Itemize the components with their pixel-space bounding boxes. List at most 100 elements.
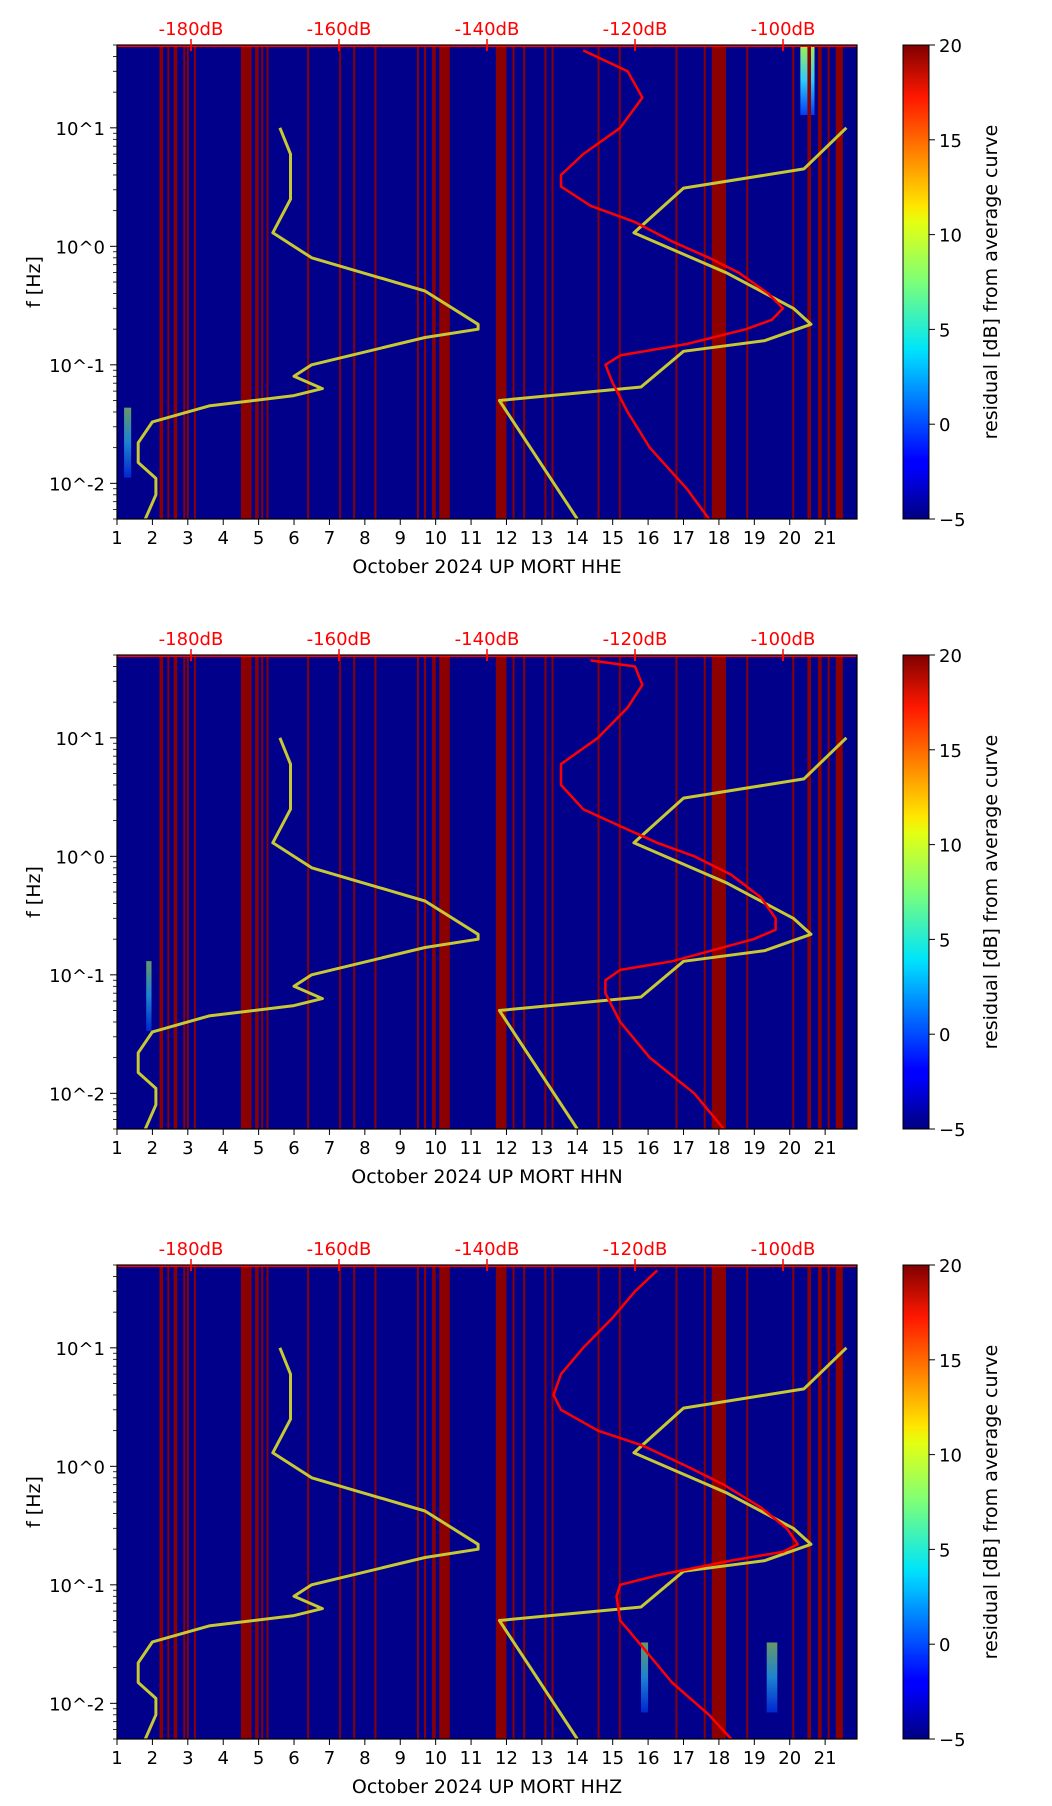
x-tick-label: 15 (601, 1138, 624, 1159)
x-tick-label: 21 (814, 1748, 837, 1769)
x-tick-label: 12 (495, 1748, 518, 1769)
x-tick-label: 9 (395, 528, 406, 549)
data-gap-band (711, 45, 726, 519)
x-axis-label: October 2024 UP MORT HHN (351, 1166, 622, 1188)
data-gap-band (240, 45, 252, 519)
data-gap-band (495, 655, 507, 1129)
x-tick-label: 14 (566, 1748, 589, 1769)
data-gap-band (255, 1265, 259, 1739)
x-axis-label: October 2024 UP MORT HHZ (352, 1776, 622, 1798)
x-tick-label: 18 (707, 1748, 730, 1769)
y-axis-label: f [Hz] (23, 1476, 45, 1528)
top-db-tick-label: -100dB (751, 19, 816, 40)
x-tick-label: 5 (253, 1748, 264, 1769)
x-tick-label: 10 (424, 528, 447, 549)
chart-panel-3: 1 2 3 4 5 6 7 8 9 10 11 12 13 14 15 16 17 18 19 20 2110^-210… (23, 1239, 1002, 1798)
panels: 1 2 3 4 5 6 7 8 9 10 11 12 13 14 15 16 17 18 19 20 2110^-210… (23, 19, 1002, 1798)
y-tick-label: 10^1 (56, 119, 105, 140)
x-tick-label: 21 (814, 528, 837, 549)
top-db-tick-label: -160dB (307, 629, 372, 650)
data-gap-band (255, 655, 259, 1129)
data-gap-band (173, 655, 178, 1129)
colorbar-tick-label: 15 (939, 1351, 962, 1372)
x-tick-label: 15 (601, 1748, 624, 1769)
y-tick-label: 10^-2 (49, 474, 105, 495)
data-gap-band (818, 1265, 822, 1739)
colorbar-tick-label: 5 (939, 320, 950, 341)
data-gap-band (818, 45, 822, 519)
x-tick-label: 16 (637, 528, 660, 549)
colorbar (902, 1264, 930, 1740)
top-db-tick-label: -140dB (455, 1239, 520, 1260)
colorbar-tick-label: 10 (939, 1446, 962, 1467)
top-db-tick-label: -180dB (159, 1239, 224, 1260)
top-db-tick-label: -160dB (307, 19, 372, 40)
top-db-tick-label: -140dB (455, 629, 520, 650)
colorbar-tick-label: −5 (939, 510, 966, 531)
data-gap-band (432, 655, 436, 1129)
x-tick-label: 2 (147, 1138, 158, 1159)
reference-noise-curve (136, 736, 848, 1130)
data-gap-band (439, 655, 450, 1129)
colorbar-tick-label: 10 (939, 836, 962, 857)
colorbar-tick-label: 20 (939, 646, 962, 667)
y-tick-label: 10^-2 (49, 1084, 105, 1105)
top-db-tick-label: -160dB (307, 1239, 372, 1260)
y-tick-label: 10^0 (56, 237, 105, 258)
x-tick-label: 11 (460, 1748, 483, 1769)
data-gap-band (240, 1265, 252, 1739)
top-db-tick-label: -120dB (603, 629, 668, 650)
heatmap-background (117, 45, 857, 519)
x-tick-label: 21 (814, 1138, 837, 1159)
x-tick-label: 10 (424, 1748, 447, 1769)
x-tick-label: 4 (217, 1138, 228, 1159)
data-gap-band (159, 45, 164, 519)
top-db-tick-label: -100dB (751, 629, 816, 650)
data-gap-band (173, 45, 178, 519)
x-tick-label: 7 (324, 1748, 335, 1769)
data-gap-band (807, 1265, 811, 1739)
y-tick-label: 10^0 (56, 1457, 105, 1478)
data-gap-band (711, 1265, 726, 1739)
x-tick-label: 5 (253, 1138, 264, 1159)
x-tick-label: 3 (182, 1748, 193, 1769)
x-tick-label: 7 (324, 528, 335, 549)
x-tick-label: 7 (324, 1138, 335, 1159)
x-tick-label: 8 (359, 1748, 370, 1769)
data-gap-band (432, 45, 436, 519)
x-tick-label: 18 (707, 1138, 730, 1159)
data-gap-band (807, 655, 811, 1129)
data-gap-band (835, 45, 843, 519)
average-psd-curve (552, 1269, 800, 1740)
x-tick-label: 9 (395, 1138, 406, 1159)
x-tick-label: 16 (637, 1748, 660, 1769)
data-gap-band (173, 1265, 178, 1739)
x-tick-label: 1 (111, 1748, 122, 1769)
data-gap-band (495, 45, 507, 519)
x-tick-label: 11 (460, 1138, 483, 1159)
x-tick-label: 19 (743, 1748, 766, 1769)
data-gap-band (835, 1265, 843, 1739)
data-gap-band (255, 45, 259, 519)
x-tick-label: 11 (460, 528, 483, 549)
y-tick-label: 10^0 (56, 847, 105, 868)
x-tick-label: 6 (288, 1138, 299, 1159)
x-tick-label: 17 (672, 1138, 695, 1159)
x-tick-label: 6 (288, 528, 299, 549)
x-tick-label: 4 (217, 1748, 228, 1769)
x-tick-label: 19 (743, 1138, 766, 1159)
colorbar-tick-label: 0 (939, 415, 950, 436)
data-gap-band (835, 655, 843, 1129)
top-db-tick-label: -180dB (159, 629, 224, 650)
colorbar-label: residual [dB] from average curve (980, 1345, 1002, 1660)
y-axis-label: f [Hz] (23, 256, 45, 308)
x-tick-label: 17 (672, 1748, 695, 1769)
data-gap-band (818, 655, 822, 1129)
colorbar-tick-label: 5 (939, 930, 950, 951)
x-tick-label: 13 (530, 1138, 553, 1159)
colorbar-label: residual [dB] from average curve (980, 735, 1002, 1050)
x-tick-label: 6 (288, 1748, 299, 1769)
x-tick-label: 12 (495, 1138, 518, 1159)
top-db-tick-label: -120dB (603, 19, 668, 40)
